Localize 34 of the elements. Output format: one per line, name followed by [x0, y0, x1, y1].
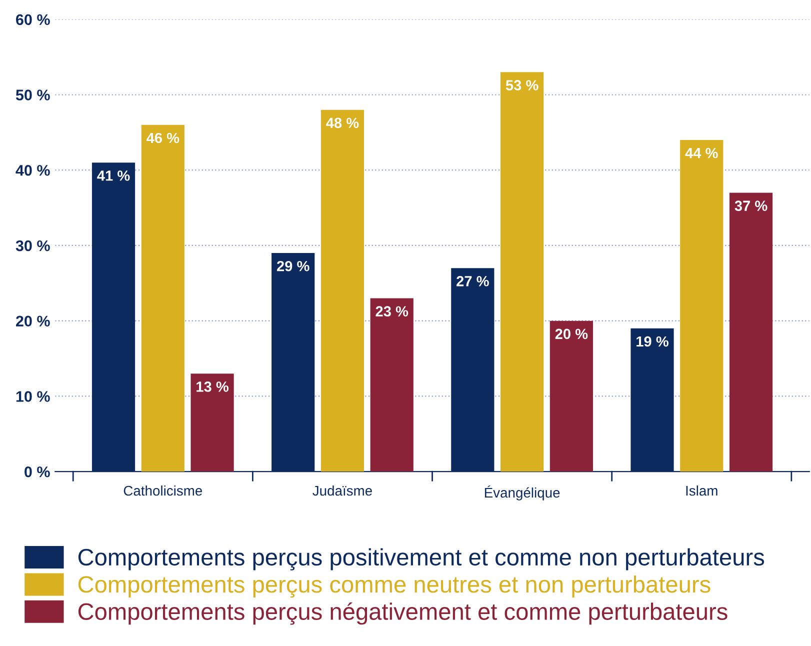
bar	[729, 192, 773, 472]
legend-label: Comportements perçus positivement et comme non perturbateurs	[78, 548, 764, 570]
bar	[500, 72, 544, 472]
data-label: 44 %	[685, 148, 718, 158]
x-tick-label: Islam	[686, 485, 718, 496]
x-tick-label: Évangélique	[484, 485, 560, 500]
y-tick-label: 0 %	[24, 466, 50, 478]
bar	[370, 298, 414, 472]
y-tick-label: 60 %	[16, 14, 50, 26]
data-label: 53 %	[506, 80, 538, 90]
data-label: 41 %	[97, 170, 130, 181]
bar	[680, 140, 724, 472]
y-tick-label: 50 %	[16, 90, 50, 100]
data-label: 29 %	[276, 260, 310, 272]
data-label: 48 %	[326, 118, 359, 128]
data-label: 23 %	[376, 306, 408, 317]
data-label: 13 %	[196, 382, 229, 392]
y-tick-label: 30 %	[16, 240, 50, 252]
data-label: 46 %	[146, 132, 180, 144]
legend-label: Comportements perçus comme neutres et non perturbateurs	[78, 575, 710, 598]
x-tick-label: Catholicisme	[124, 485, 202, 496]
bar	[550, 320, 593, 472]
y-tick-label: 10 %	[16, 391, 50, 402]
data-label: 27 %	[456, 276, 489, 286]
legend-label: Comportements perçus négativement et comme perturbateurs	[78, 602, 728, 625]
data-label: 37 %	[734, 200, 768, 211]
data-label: 20 %	[555, 328, 588, 340]
y-tick-label: 20 %	[16, 316, 50, 327]
y-tick-label: 40 %	[16, 164, 50, 176]
bar	[190, 374, 234, 472]
data-label: 19 %	[636, 336, 668, 347]
bar	[320, 110, 364, 472]
x-tick-label: Judaïsme	[312, 485, 372, 496]
bar	[141, 124, 184, 472]
